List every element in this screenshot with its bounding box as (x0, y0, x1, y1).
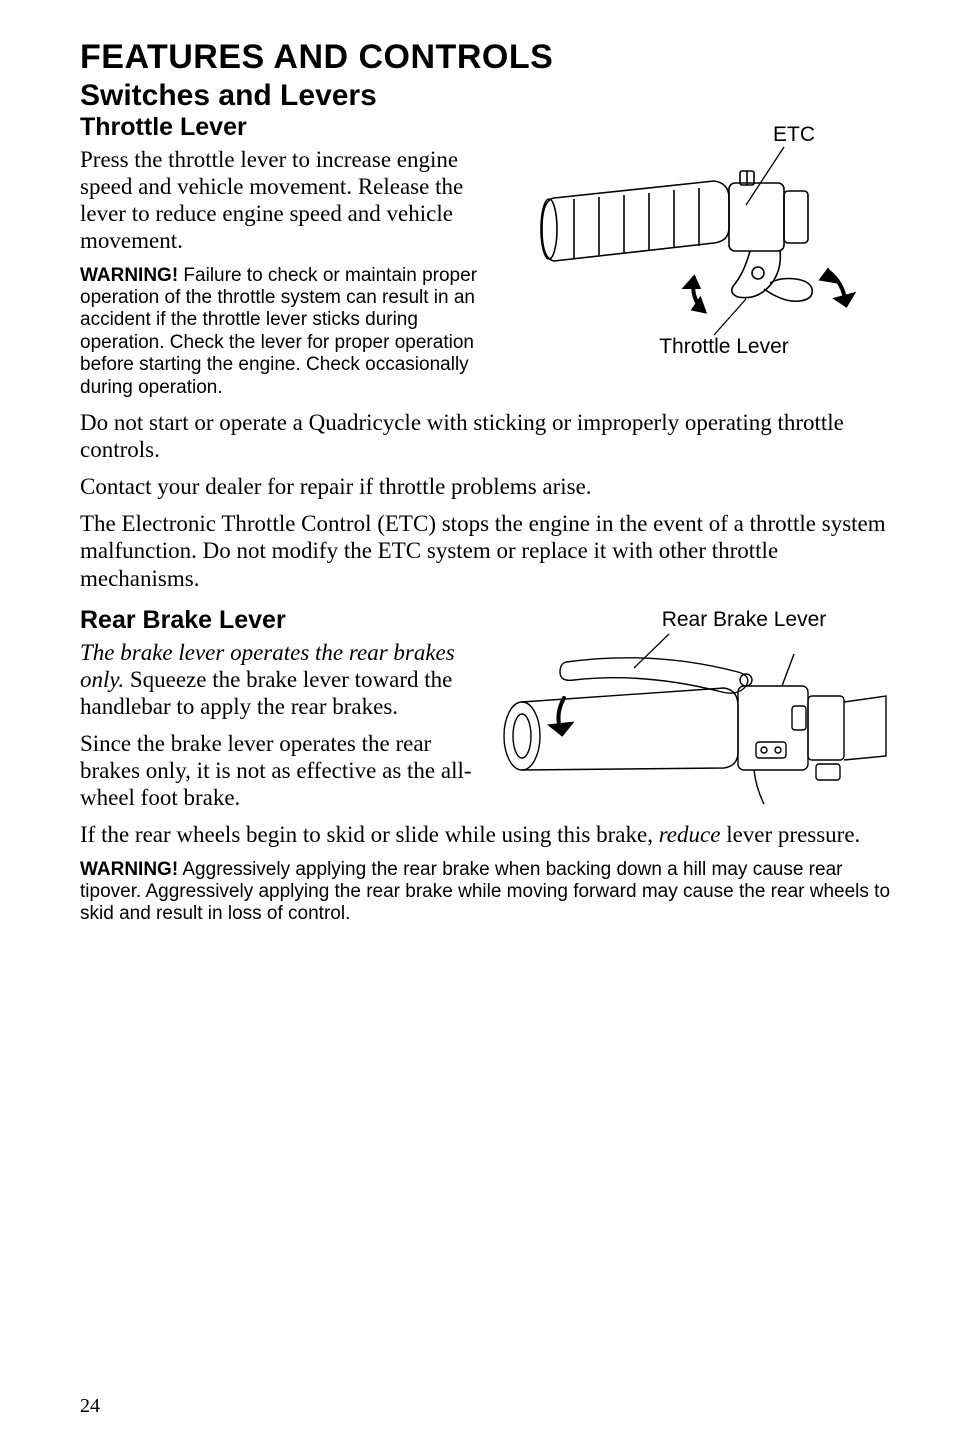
throttle-lever-diagram: ETC (514, 113, 894, 358)
throttle-p2: Do not start or operate a Quadricycle wi… (80, 409, 894, 463)
rear-brake-fig-label: Rear Brake Lever (662, 608, 827, 631)
brake-heading: Rear Brake Lever (80, 606, 474, 635)
brake-warning: WARNING! Aggressively applying the rear … (80, 859, 894, 926)
brake-p3: If the rear wheels begin to skid or slid… (80, 821, 894, 848)
rear-brake-lever-diagram: Rear Brake Lever (494, 606, 894, 806)
throttle-p3: Contact your dealer for repair if thrott… (80, 473, 894, 500)
brake-p1: The brake lever operates the rear brakes… (80, 639, 474, 720)
throttle-p4: The Electronic Throttle Control (ETC) st… (80, 510, 894, 591)
page-number: 24 (80, 1395, 100, 1418)
throttle-warning: WARNING! Failure to check or maintain pr… (80, 265, 494, 399)
brake-p2: Since the brake lever operates the rear … (80, 730, 474, 811)
brake-p3-italic: reduce (659, 822, 721, 847)
throttle-figure: ETC (514, 113, 894, 363)
brake-p1-rest: Squeeze the brake lever toward the handl… (80, 667, 452, 719)
brake-figure: Rear Brake Lever (494, 606, 894, 811)
throttle-section-row: Throttle Lever Press the throttle lever … (80, 113, 894, 409)
brake-warning-label: WARNING! (80, 859, 178, 880)
brake-p3b: lever pressure. (720, 822, 860, 847)
throttle-p1: Press the throttle lever to increase eng… (80, 146, 494, 255)
sub-heading: Switches and Levers (80, 79, 894, 113)
brake-warning-body: Aggressively applying the rear brake whe… (80, 859, 890, 925)
main-heading: FEATURES AND CONTROLS (80, 38, 894, 77)
brake-section-row: Rear Brake Lever The brake lever operate… (80, 606, 894, 822)
warning-label: WARNING! (80, 265, 178, 286)
throttle-lever-fig-label: Throttle Lever (659, 335, 789, 358)
etc-label: ETC (773, 123, 815, 146)
throttle-heading: Throttle Lever (80, 113, 494, 142)
brake-p3a: If the rear wheels begin to skid or slid… (80, 822, 659, 847)
